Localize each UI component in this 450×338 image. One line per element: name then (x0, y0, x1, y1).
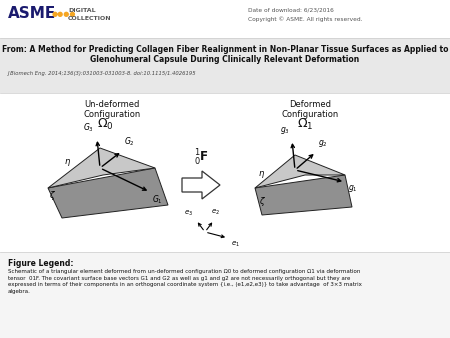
Text: COLLECTION: COLLECTION (68, 17, 112, 22)
Text: ●●●●: ●●●● (52, 11, 76, 17)
Polygon shape (182, 171, 220, 199)
Text: Schematic of a triangular element deformed from un-deformed configuration Ω0 to : Schematic of a triangular element deform… (8, 269, 362, 294)
Text: ${}^1_0\mathbf{F}$: ${}^1_0\mathbf{F}$ (194, 148, 208, 168)
Text: $\zeta$: $\zeta$ (49, 190, 55, 202)
Text: $G_2$: $G_2$ (124, 136, 135, 148)
Bar (0, 252, 450, 338)
Text: $g_1$: $g_1$ (348, 183, 358, 194)
Text: ASME: ASME (8, 6, 56, 22)
Text: $\eta$: $\eta$ (258, 169, 265, 180)
Bar (0, 93, 450, 252)
Text: $G_3$: $G_3$ (83, 121, 94, 134)
Text: Deformed
Configuration: Deformed Configuration (281, 100, 338, 119)
Text: $\Omega_1$: $\Omega_1$ (297, 117, 313, 132)
Polygon shape (255, 175, 352, 215)
Text: $\Omega_0$: $\Omega_0$ (97, 117, 113, 132)
Text: J Biomech Eng. 2014;136(3):031003-031003-8. doi:10.1115/1.4026195: J Biomech Eng. 2014;136(3):031003-031003… (8, 72, 197, 76)
Text: $e_1$: $e_1$ (231, 240, 240, 249)
Text: Figure Legend:: Figure Legend: (8, 259, 73, 268)
Text: Date of download: 6/23/2016: Date of download: 6/23/2016 (248, 7, 334, 13)
Text: $g_2$: $g_2$ (318, 138, 328, 149)
Text: $e_2$: $e_2$ (211, 208, 220, 217)
Text: $\zeta$: $\zeta$ (258, 195, 265, 209)
Bar (0, 0, 450, 38)
Polygon shape (48, 148, 155, 188)
Text: $\eta$: $\eta$ (64, 156, 72, 168)
Text: $g_3$: $g_3$ (280, 125, 290, 136)
Text: $e_3$: $e_3$ (184, 209, 193, 218)
Text: From: A Method for Predicting Collagen Fiber Realignment in Non-Planar Tissue Su: From: A Method for Predicting Collagen F… (2, 45, 448, 53)
Text: $G_1$: $G_1$ (152, 194, 163, 207)
Polygon shape (255, 155, 345, 188)
Text: Un-deformed
Configuration: Un-deformed Configuration (83, 100, 140, 119)
Text: Glenohumeral Capsule During Clinically Relevant Deformation: Glenohumeral Capsule During Clinically R… (90, 54, 360, 64)
Text: Copyright © ASME. All rights reserved.: Copyright © ASME. All rights reserved. (248, 16, 363, 22)
Bar (0, 38, 450, 93)
Text: DIGITAL: DIGITAL (68, 7, 95, 13)
Polygon shape (48, 168, 168, 218)
